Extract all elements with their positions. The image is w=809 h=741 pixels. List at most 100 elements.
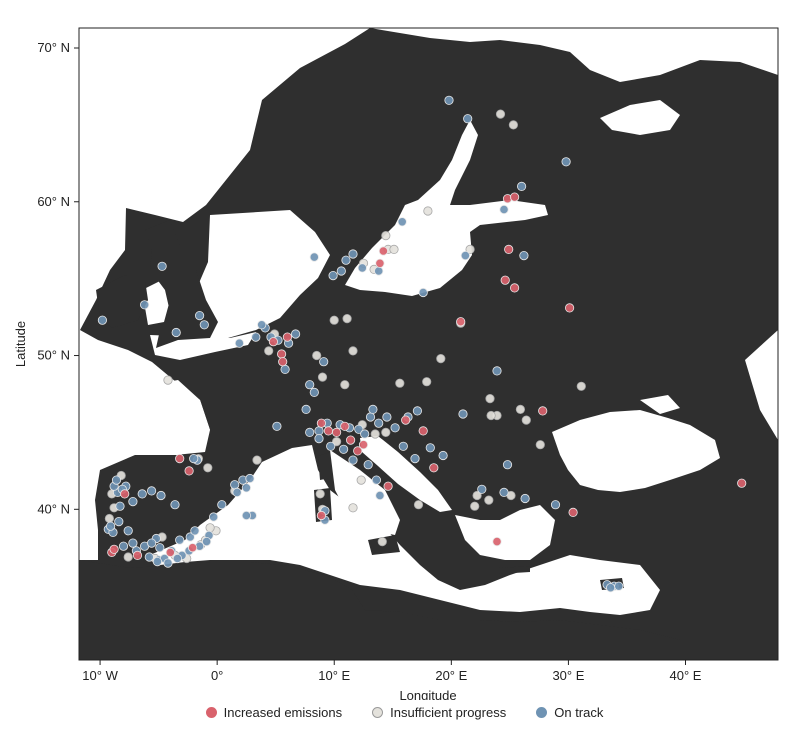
x-tick-label: 40° E <box>670 668 702 683</box>
point-insufficient-progress <box>342 313 352 324</box>
point-insufficient-progress <box>515 404 526 414</box>
point-insufficient-progress <box>203 463 213 473</box>
point-insufficient-progress <box>329 315 339 325</box>
point-on-track <box>502 460 513 470</box>
point-insufficient-progress <box>348 346 358 356</box>
point-on-track <box>209 512 219 522</box>
point-on-track <box>137 489 147 499</box>
point-on-track <box>348 249 358 259</box>
point-on-track <box>128 538 138 548</box>
point-on-track <box>614 581 624 591</box>
point-increased-emissions <box>120 489 130 499</box>
point-insufficient-progress <box>465 244 475 254</box>
point-on-track <box>280 364 290 374</box>
point-on-track <box>516 181 527 191</box>
point-on-track <box>185 532 195 542</box>
point-on-track <box>309 252 319 262</box>
point-on-track <box>195 310 205 321</box>
point-on-track <box>309 387 319 397</box>
y-axis-ticks: 40° N 50° N 60° N 70° N <box>37 40 79 516</box>
point-on-track <box>363 460 373 470</box>
point-on-track <box>605 583 616 593</box>
x-tick-label: 0° <box>211 668 223 683</box>
point-on-track <box>241 483 251 493</box>
point-on-track <box>111 475 122 485</box>
point-on-track <box>438 450 448 461</box>
point-increased-emissions <box>331 427 342 437</box>
point-insufficient-progress <box>485 393 495 404</box>
aegean-sea <box>455 505 555 560</box>
point-insufficient-progress <box>381 231 391 241</box>
point-increased-emissions <box>184 466 194 476</box>
x-axis-title: Longitude <box>399 688 456 700</box>
point-increased-emissions <box>375 258 385 268</box>
point-on-track <box>301 404 311 414</box>
point-increased-emissions <box>401 415 411 425</box>
point-insufficient-progress <box>163 375 173 385</box>
point-on-track <box>314 433 324 444</box>
point-on-track <box>190 526 200 536</box>
x-tick-label: 20° E <box>435 668 467 683</box>
point-increased-emissions <box>282 332 292 342</box>
point-insufficient-progress <box>472 490 482 501</box>
irish-sea <box>142 280 170 325</box>
point-on-track <box>305 427 315 437</box>
point-on-track <box>144 552 154 562</box>
point-on-track <box>123 526 133 536</box>
point-increased-emissions <box>504 244 514 254</box>
point-insufficient-progress <box>252 455 262 465</box>
point-on-track <box>477 484 487 494</box>
point-increased-emissions <box>418 426 428 436</box>
point-insufficient-progress <box>413 500 424 510</box>
point-on-track <box>128 496 138 507</box>
north-sea <box>190 210 330 340</box>
point-on-track <box>272 421 282 431</box>
point-on-track <box>341 255 351 265</box>
tyrrhenian-sea <box>330 450 400 535</box>
point-insufficient-progress <box>436 353 446 364</box>
point-increased-emissions <box>109 544 119 554</box>
legend-label: On track <box>554 705 604 720</box>
point-on-track <box>412 406 422 416</box>
point-increased-emissions <box>353 446 363 456</box>
point-on-track <box>172 553 182 564</box>
legend-swatch-white <box>372 707 384 718</box>
point-increased-emissions <box>165 547 175 558</box>
point-on-track <box>257 320 267 330</box>
point-on-track <box>156 490 166 501</box>
point-insufficient-progress <box>104 513 115 524</box>
legend-swatch-red <box>205 707 217 718</box>
point-insufficient-progress <box>535 440 545 450</box>
point-on-track <box>375 490 385 501</box>
point-on-track <box>499 487 509 497</box>
point-on-track <box>232 487 242 497</box>
point-on-track <box>519 251 529 261</box>
point-on-track <box>561 157 571 167</box>
point-insufficient-progress <box>377 536 387 547</box>
ireland-land <box>96 275 148 328</box>
point-on-track <box>444 95 454 105</box>
point-on-track <box>357 263 367 273</box>
legend-item-increased: Increased emissions <box>205 705 342 720</box>
point-increased-emissions <box>500 275 510 285</box>
point-on-track <box>492 366 502 376</box>
point-insufficient-progress <box>264 346 274 356</box>
point-insufficient-progress <box>123 552 133 562</box>
point-insufficient-progress <box>576 381 586 391</box>
point-increased-emissions <box>492 536 502 547</box>
point-on-track <box>234 338 244 348</box>
y-axis-title: Latitude <box>13 321 28 367</box>
point-on-track <box>374 418 384 428</box>
point-insufficient-progress <box>340 380 350 390</box>
point-increased-emissions <box>340 421 350 431</box>
point-insufficient-progress <box>423 206 433 216</box>
legend-item-insufficient: Insufficient progress <box>372 705 506 720</box>
point-on-track <box>398 441 408 451</box>
point-insufficient-progress <box>470 501 480 511</box>
point-insufficient-progress <box>312 350 322 361</box>
point-on-track <box>230 480 240 490</box>
point-on-track <box>147 538 157 548</box>
barents-sea <box>370 28 778 82</box>
point-insufficient-progress <box>486 410 496 421</box>
point-increased-emissions <box>132 550 143 561</box>
